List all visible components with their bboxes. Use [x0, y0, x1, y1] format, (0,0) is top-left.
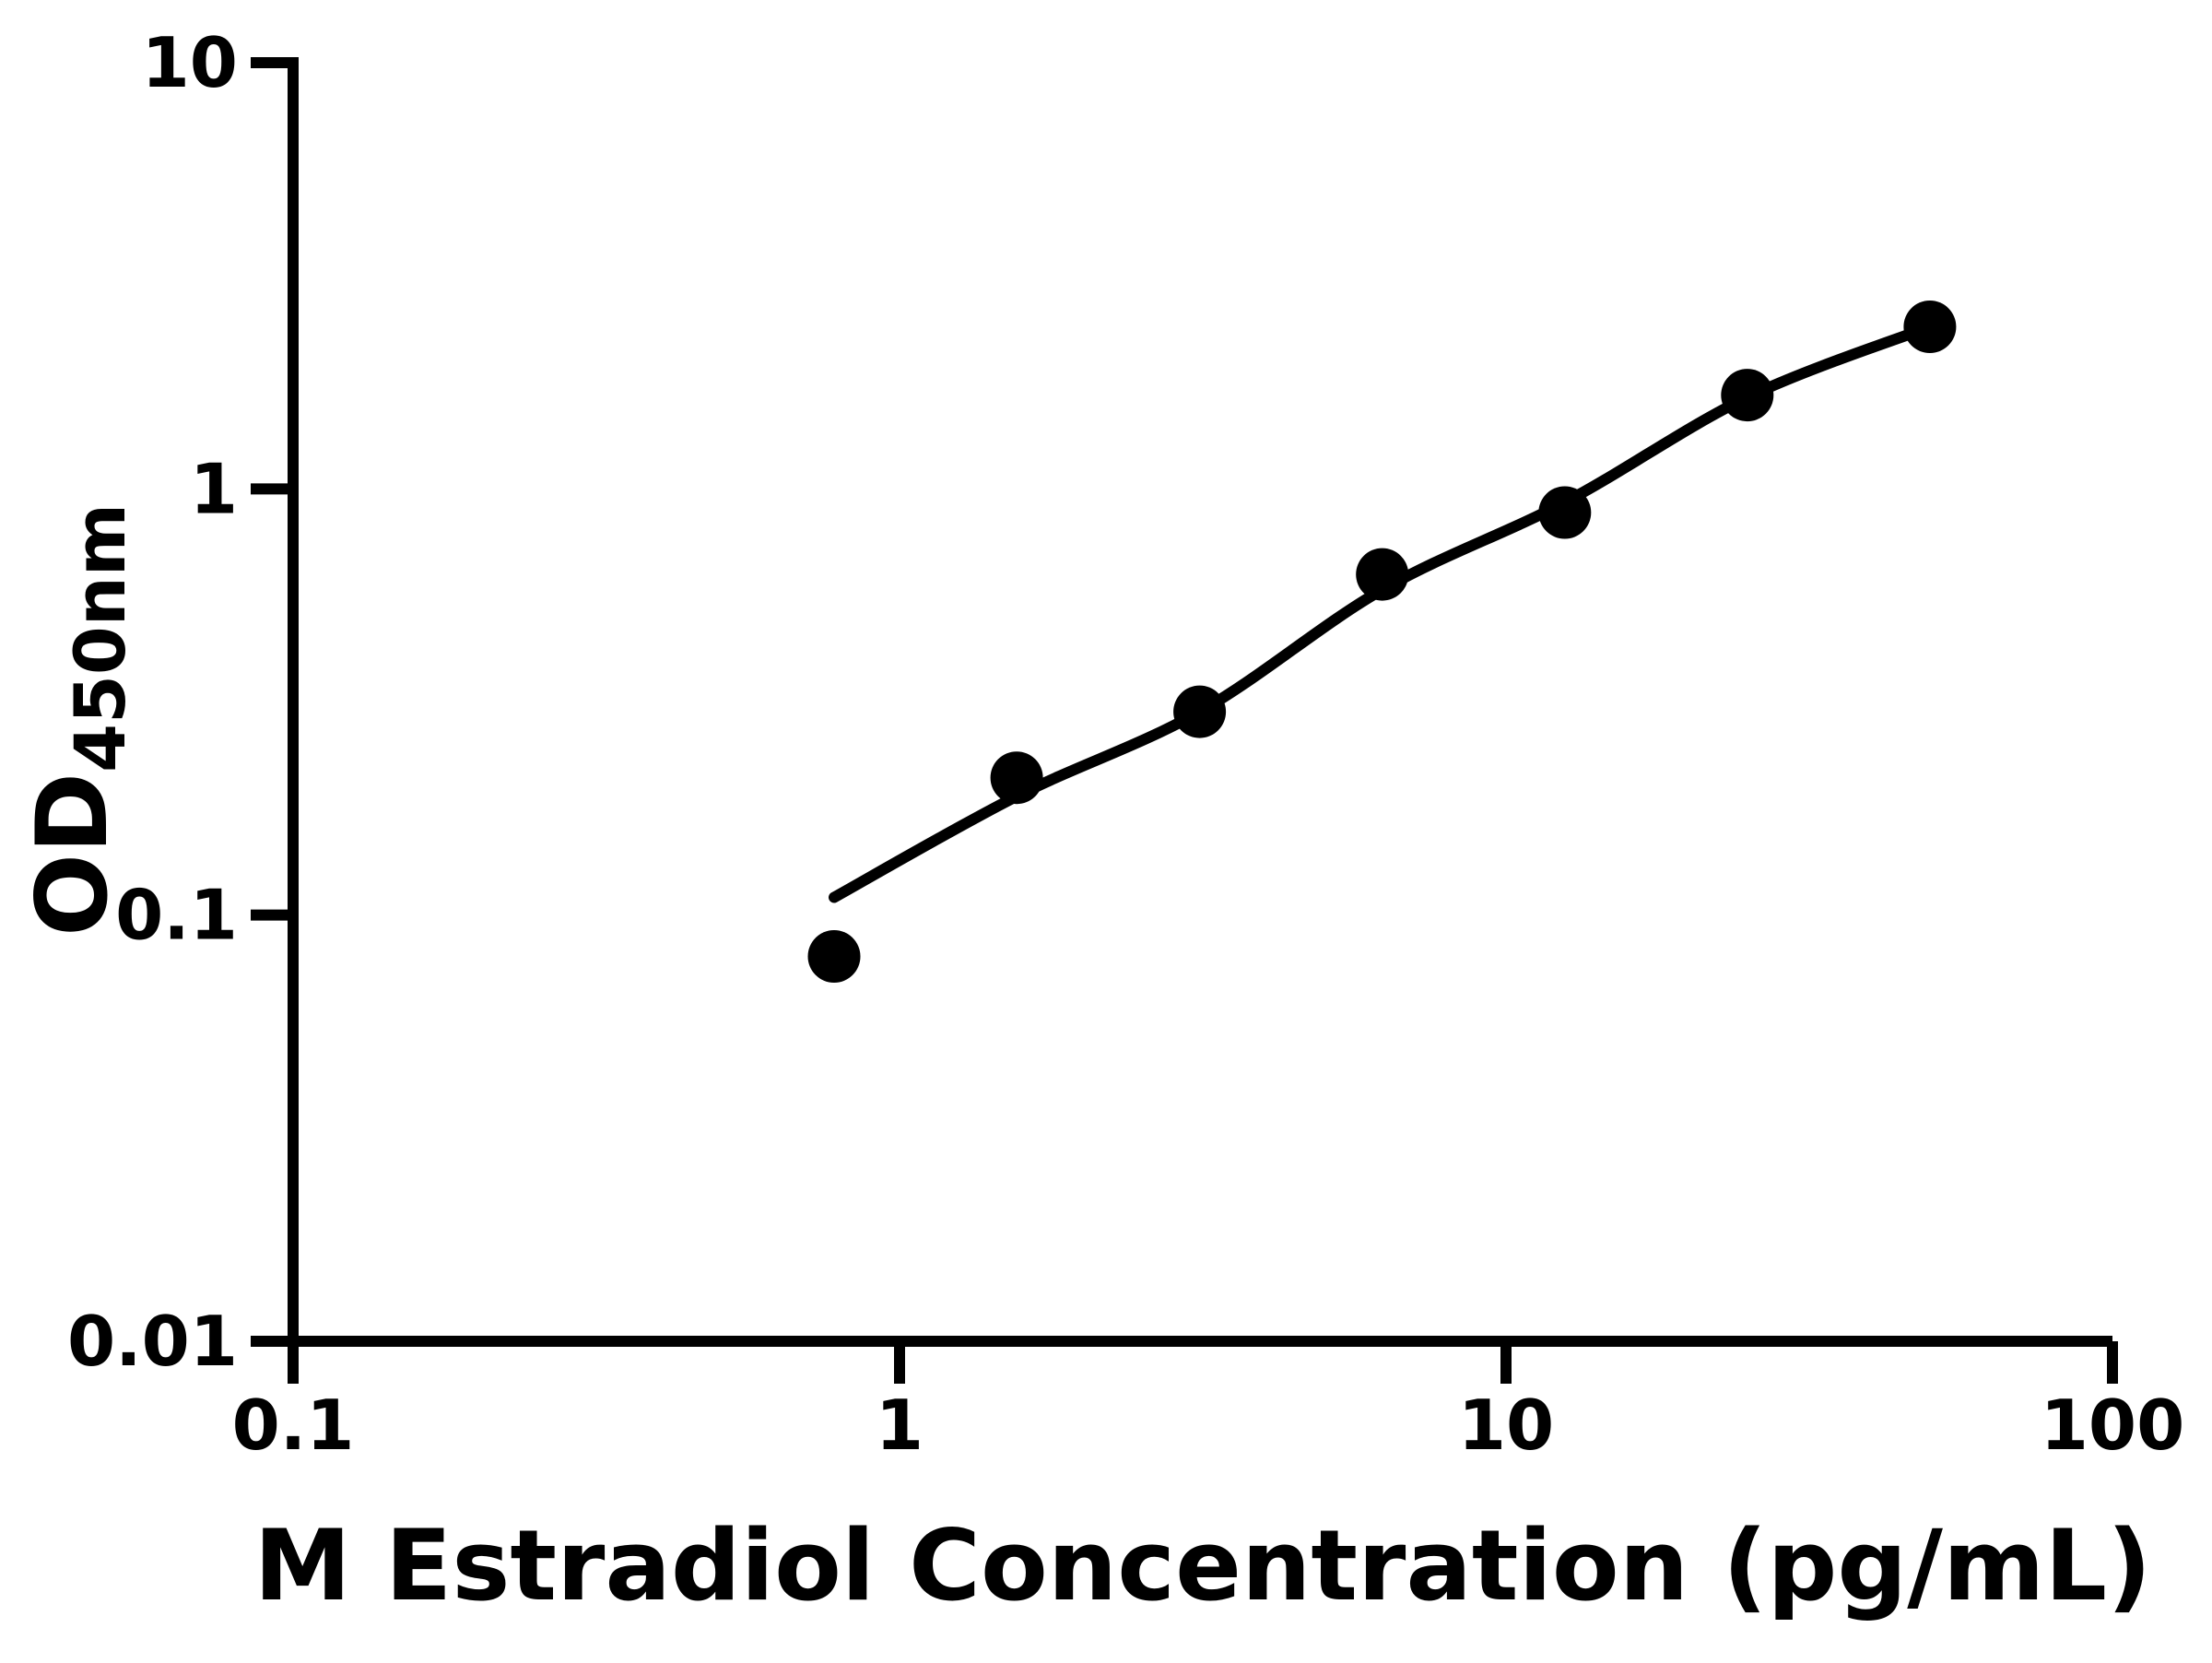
- x-tick-label-100: 100: [2041, 1385, 2185, 1466]
- y-axis-title-subscript: 450nm: [59, 503, 141, 773]
- axes: [288, 57, 2112, 1347]
- y-tick-label-0.01: 0.01: [67, 1301, 238, 1382]
- y-axis-title: OD450nm: [16, 503, 141, 937]
- x-tick-label-1: 1: [876, 1385, 924, 1466]
- data-point-5: [1538, 486, 1592, 539]
- y-tick-label-1: 1: [190, 448, 238, 529]
- y-tick-label-0.1: 0.1: [115, 875, 238, 956]
- x-tick-labels: 0.1 1 10 100: [232, 1385, 2185, 1466]
- y-axis-title-main: OD: [16, 773, 129, 937]
- x-tick-label-10: 10: [1458, 1385, 1554, 1466]
- data-points: [807, 301, 1957, 983]
- y-tick-labels: 10 1 0.1 0.01: [67, 22, 238, 1382]
- data-point-2: [990, 751, 1043, 805]
- data-point-7: [1903, 301, 1957, 353]
- data-point-6: [1721, 369, 1774, 422]
- y-tick-label-10: 10: [142, 22, 238, 103]
- x-tick-label-0.1: 0.1: [232, 1385, 355, 1466]
- data-point-3: [1173, 685, 1227, 738]
- y-axis-ticks: [251, 57, 293, 1347]
- data-point-4: [1356, 548, 1409, 601]
- x-axis-ticks: [288, 1341, 2118, 1384]
- data-point-1: [807, 930, 861, 983]
- x-axis-title: M Estradiol Concentration (pg/mL): [254, 1509, 2152, 1622]
